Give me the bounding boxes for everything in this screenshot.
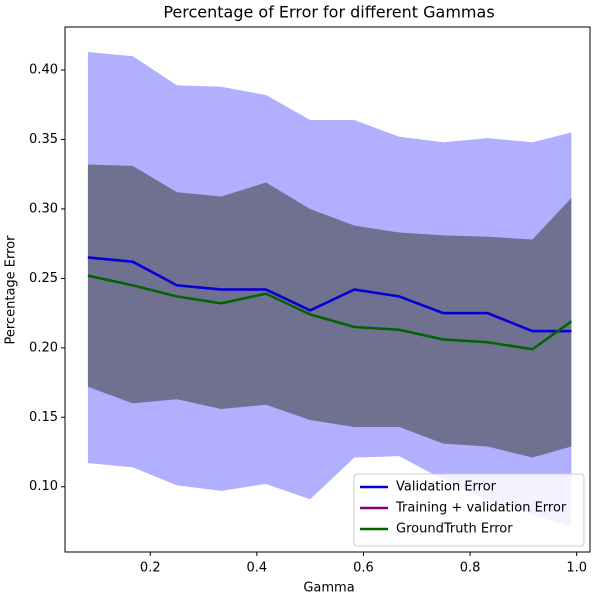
y-tick-label: 0.25 — [29, 271, 58, 286]
y-tick-label: 0.30 — [29, 201, 58, 216]
y-tick-label: 0.40 — [29, 63, 58, 78]
x-tick-label: 0.2 — [140, 561, 161, 576]
x-tick-label: 0.4 — [247, 561, 268, 576]
x-tick-label: 1.0 — [566, 561, 587, 576]
x-tick-label: 0.8 — [460, 561, 481, 576]
line — [87, 274, 573, 351]
y-tick-label: 0.10 — [29, 479, 58, 494]
y-tick-label: 0.20 — [29, 340, 58, 355]
legend-label: Validation Error — [396, 480, 497, 495]
plot-frame — [64, 26, 591, 553]
legend-label: GroundTruth Error — [396, 522, 513, 537]
y-axis-label: Percentage Error — [4, 235, 19, 345]
y-tick-label: 0.35 — [29, 132, 58, 147]
chart-title: Percentage of Error for different Gammas — [163, 3, 494, 22]
legend-box — [353, 473, 585, 547]
y-tick-label: 0.15 — [29, 410, 58, 425]
line — [87, 256, 572, 333]
x-tick-label: 0.6 — [353, 561, 374, 576]
x-axis-label: Gamma — [303, 581, 354, 596]
legend-label: Training + validation Error — [395, 501, 567, 516]
error-band — [87, 164, 572, 458]
